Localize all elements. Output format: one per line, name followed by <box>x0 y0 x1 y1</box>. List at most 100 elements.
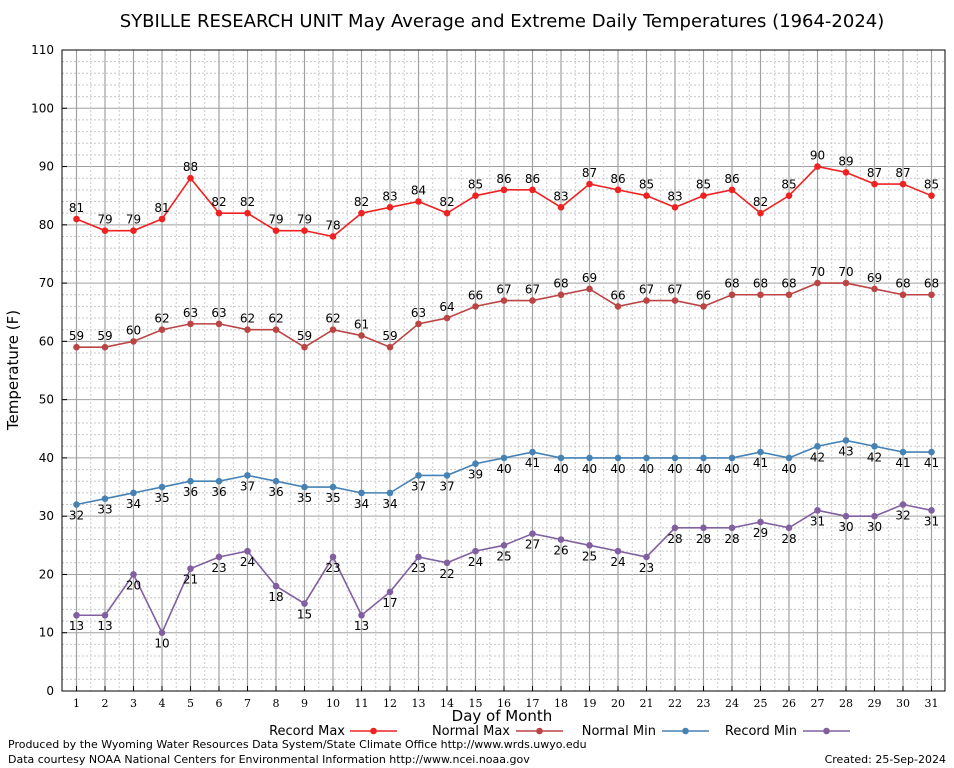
data-label: 40 <box>639 462 654 476</box>
legend-label: Normal Min <box>582 724 656 739</box>
data-label: 63 <box>183 306 198 320</box>
data-point <box>329 553 337 561</box>
data-point <box>871 512 878 520</box>
data-point <box>757 209 764 217</box>
x-tick-label: 5 <box>187 697 194 710</box>
data-label: 24 <box>610 555 625 569</box>
data-label: 68 <box>724 277 739 291</box>
data-label: 85 <box>468 178 483 192</box>
x-tick-label: 2 <box>102 697 109 710</box>
data-point <box>130 227 137 234</box>
data-label: 40 <box>781 462 796 476</box>
data-label: 87 <box>867 166 882 180</box>
data-label: 13 <box>354 619 369 633</box>
data-label: 82 <box>354 195 369 209</box>
data-label: 36 <box>268 485 283 499</box>
data-point <box>130 489 137 497</box>
data-label: 31 <box>924 514 939 528</box>
y-axis: 0 10 20 30 40 50 60 70 80 90 100 110 <box>31 43 67 698</box>
data-point <box>329 483 337 491</box>
data-label: 82 <box>753 195 768 209</box>
data-label: 27 <box>525 538 540 552</box>
y-tick-label: 80 <box>39 218 54 232</box>
data-label: 25 <box>582 549 597 563</box>
data-label: 86 <box>496 172 511 186</box>
data-label: 62 <box>325 312 340 326</box>
data-point <box>643 192 650 199</box>
x-tick-label: 28 <box>839 697 853 710</box>
data-label: 66 <box>610 288 625 302</box>
data-label: 22 <box>439 567 454 581</box>
series-layer: 81 79 79 81 88 82 82 79 79 78 82 83 84 82 85 86 86 83 87 86… <box>69 149 939 651</box>
data-label: 35 <box>325 491 340 505</box>
data-label: 32 <box>69 509 84 523</box>
data-label: 41 <box>895 456 910 470</box>
data-point <box>158 215 166 223</box>
data-point <box>671 297 679 304</box>
series-normal-max: 59 59 60 62 63 63 62 62 59 62 61 59 63 64 66 67 67 68 69 66… <box>69 265 939 351</box>
data-label: 59 <box>97 329 112 343</box>
data-point <box>215 553 223 561</box>
data-point <box>785 291 793 299</box>
data-label: 37 <box>439 479 454 493</box>
data-point <box>500 297 508 304</box>
data-label: 70 <box>838 265 853 279</box>
footer-data-courtesy: Data courtesy NOAA National Centers for … <box>8 753 530 766</box>
data-label: 17 <box>382 596 397 610</box>
data-point <box>899 291 907 299</box>
data-point <box>358 489 365 497</box>
legend: Record Max Normal Max Normal Min Record Min <box>269 724 850 739</box>
data-label: 60 <box>126 323 141 337</box>
y-tick-label: 40 <box>39 451 54 465</box>
chart-title: SYBILLE RESEARCH UNIT May Average and Ex… <box>120 11 885 32</box>
y-tick-label: 100 <box>31 101 54 115</box>
data-point <box>215 477 223 485</box>
data-label: 68 <box>895 277 910 291</box>
data-point <box>386 588 394 596</box>
data-label: 41 <box>753 456 768 470</box>
data-label: 34 <box>126 497 141 511</box>
x-tick-label: 24 <box>725 697 739 710</box>
data-label: 13 <box>97 619 112 633</box>
legend-item: Record Max <box>269 724 397 739</box>
data-label: 88 <box>183 160 198 174</box>
data-point <box>101 611 109 619</box>
x-tick-label: 7 <box>244 697 251 710</box>
data-point <box>871 180 878 188</box>
data-label: 89 <box>838 154 853 168</box>
data-point <box>472 192 479 199</box>
data-point <box>244 472 251 479</box>
y-tick-label: 30 <box>39 509 54 523</box>
data-label: 37 <box>411 479 426 493</box>
data-label: 24 <box>468 555 483 569</box>
data-label: 62 <box>154 312 169 326</box>
data-point <box>500 186 508 194</box>
legend-marker <box>823 727 830 735</box>
data-label: 28 <box>667 532 682 546</box>
data-point <box>443 472 451 479</box>
data-point <box>301 600 308 607</box>
data-point <box>500 454 508 462</box>
data-label: 68 <box>781 277 796 291</box>
data-point <box>614 454 622 462</box>
data-label: 62 <box>240 312 255 326</box>
data-label: 63 <box>411 306 426 320</box>
data-label: 23 <box>639 561 654 575</box>
legend-label: Normal Max <box>432 724 510 739</box>
data-point <box>842 169 850 176</box>
y-axis-label: Temperature (F) <box>4 310 22 431</box>
data-label: 79 <box>297 213 312 227</box>
data-label: 83 <box>667 189 682 203</box>
data-point <box>785 524 793 532</box>
data-label: 68 <box>753 277 768 291</box>
data-point <box>415 320 422 328</box>
x-tick-label: 20 <box>611 697 625 710</box>
data-point <box>785 192 793 199</box>
data-point <box>643 297 650 304</box>
data-point <box>187 565 194 572</box>
y-tick-label: 0 <box>46 684 54 698</box>
data-label: 37 <box>240 479 255 493</box>
data-label: 79 <box>268 213 283 227</box>
data-point <box>443 559 451 567</box>
